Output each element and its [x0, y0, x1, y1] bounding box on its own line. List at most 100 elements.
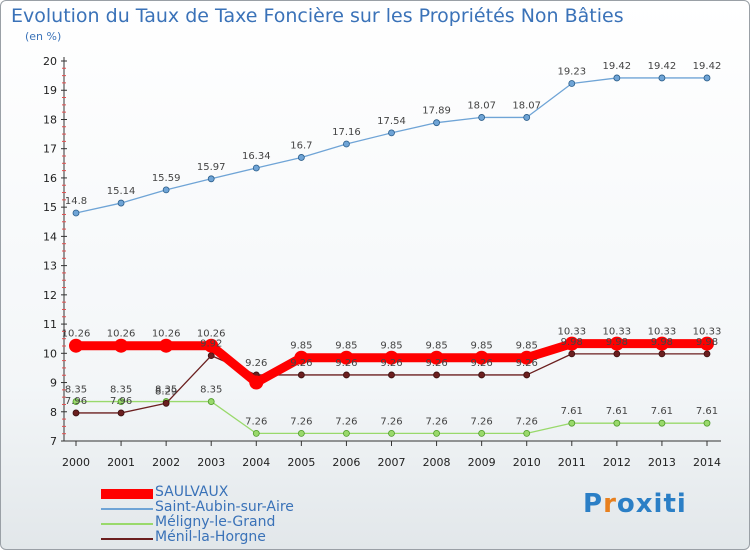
data-point [703, 419, 711, 427]
data-point [523, 429, 531, 437]
data-point [658, 419, 666, 427]
logo-letter: P [583, 489, 604, 519]
data-label: 9.98 [651, 337, 673, 348]
legend-swatch [101, 508, 153, 510]
data-point [297, 154, 305, 161]
data-point [249, 375, 264, 390]
data-label: 8.35 [110, 385, 132, 396]
x-tick-label: 2009 [468, 456, 496, 469]
data-label: 19.42 [648, 61, 677, 72]
data-point [117, 409, 125, 417]
data-label: 16.34 [242, 151, 271, 162]
data-point [388, 129, 395, 137]
data-label: 9.26 [245, 358, 267, 369]
data-point [700, 336, 714, 351]
x-tick-label: 2014 [693, 456, 721, 469]
data-point [568, 350, 576, 358]
data-label: 7.61 [696, 406, 718, 417]
legend-swatch [101, 489, 153, 499]
data-point [609, 336, 624, 351]
data-label: 7.96 [110, 396, 132, 407]
x-tick-label: 2007 [378, 456, 406, 469]
data-label: 9.26 [516, 358, 538, 369]
data-point [613, 350, 621, 358]
x-tick-label: 2011 [558, 456, 586, 469]
data-label: 7.26 [425, 416, 447, 427]
data-label: 7.61 [561, 406, 583, 417]
data-label: 7.26 [290, 416, 312, 427]
data-point [297, 371, 305, 379]
y-tick-label: 8 [50, 406, 57, 419]
y-tick-label: 13 [43, 260, 57, 273]
data-label: 9.85 [290, 341, 312, 352]
data-label: 9.85 [471, 341, 493, 352]
data-point [343, 140, 350, 148]
data-point [207, 175, 215, 183]
x-tick-label: 2010 [513, 456, 541, 469]
data-label: 9.85 [335, 341, 357, 352]
data-point [207, 398, 215, 405]
data-point [343, 371, 350, 379]
legend-swatch [101, 538, 153, 540]
data-point [654, 336, 669, 351]
y-tick-label: 16 [43, 172, 57, 185]
chart-title: Evolution du Taux de Taxe Foncière sur l… [11, 5, 624, 27]
data-point [114, 338, 129, 353]
legend-label: Méligny-le-Grand [155, 514, 276, 530]
x-tick-label: 2003 [197, 456, 225, 469]
data-label: 9.26 [290, 358, 312, 369]
data-label: 9.85 [516, 341, 538, 352]
data-point [72, 398, 80, 405]
data-point [433, 371, 440, 379]
data-label: 9.98 [696, 337, 718, 348]
data-label: 7.26 [380, 416, 402, 427]
data-label: 7.26 [471, 416, 493, 427]
data-point [478, 371, 486, 379]
logo-letter: o [616, 489, 636, 519]
data-label: 15.59 [152, 173, 181, 184]
data-point [252, 429, 260, 437]
data-point [478, 429, 486, 437]
y-tick-label: 15 [43, 201, 57, 214]
data-label: 8.29 [155, 386, 177, 397]
legend-swatch [101, 523, 153, 525]
data-label: 17.89 [422, 106, 451, 117]
y-tick-label: 14 [43, 230, 57, 243]
data-label: 19.42 [693, 61, 722, 72]
data-point [564, 336, 579, 351]
data-label: 18.07 [467, 100, 496, 111]
data-label: 10.33 [648, 327, 677, 338]
data-label: 15.97 [197, 162, 226, 173]
data-label: 10.33 [603, 327, 632, 338]
data-point [613, 74, 621, 82]
data-point [72, 209, 80, 217]
data-label: 9.26 [471, 358, 493, 369]
data-label: 10.33 [693, 327, 722, 338]
data-point [207, 352, 215, 360]
data-label: 17.16 [332, 127, 361, 138]
y-tick-label: 19 [43, 84, 57, 97]
data-label: 8.35 [65, 385, 87, 396]
proxiti-logo: Proxiti [583, 489, 687, 519]
unit-label: (en %) [25, 30, 62, 43]
data-label: 9.92 [200, 339, 222, 350]
data-point [384, 350, 399, 365]
y-tick-label: 18 [43, 113, 57, 126]
x-tick-label: 2004 [242, 456, 270, 469]
data-point [388, 429, 395, 437]
data-point [162, 399, 170, 407]
x-tick-label: 2002 [152, 456, 180, 469]
data-point [159, 338, 174, 353]
logo-letter: i [676, 489, 687, 519]
data-point [568, 419, 576, 427]
y-tick-label: 12 [43, 289, 57, 302]
data-label: 9.85 [380, 341, 402, 352]
data-label: 7.26 [335, 416, 357, 427]
data-point [658, 350, 666, 358]
logo-letter: x [635, 489, 654, 519]
data-point [252, 164, 260, 172]
data-label: 10.26 [197, 329, 226, 340]
data-label: 10.26 [62, 329, 91, 340]
data-label: 7.61 [606, 406, 628, 417]
